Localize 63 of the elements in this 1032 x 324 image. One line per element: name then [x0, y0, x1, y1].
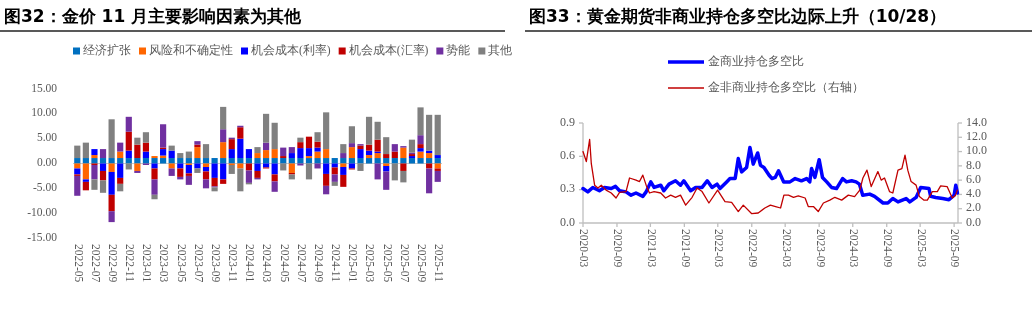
y-tick-label: 0.0 — [560, 214, 575, 229]
x-tick-label: 2023-03 — [158, 244, 171, 283]
y2-tick-label: 8.0 — [966, 157, 981, 172]
chart-title: 图33：黄金期货非商业持仓多空比边际上升（10/28） — [529, 6, 947, 26]
y-tick-label: 0.3 — [560, 181, 575, 196]
x-tick-label: 2024-11 — [330, 244, 343, 283]
y2-tick-label: 10.0 — [966, 143, 987, 158]
legend-label: 风险和不确定性 — [149, 42, 233, 56]
y-tick-label: 15.00 — [31, 81, 58, 94]
x-tick-label: 2022-11 — [124, 244, 137, 283]
y-tick-label: 10.00 — [31, 106, 58, 119]
x-tick-label: 2023-11 — [227, 244, 240, 283]
x-tick-label: 2022-09 — [747, 229, 760, 268]
x-tick-label: 2024-09 — [312, 244, 325, 283]
y-tick-label: 5.00 — [36, 131, 58, 144]
y-tick-label: -5.00 — [33, 180, 58, 193]
legend-label: 势能 — [446, 43, 471, 56]
legend-label: 机会成本(利率) — [251, 42, 331, 57]
y-tick-label: 0.9 — [560, 114, 575, 129]
x-tick-label: 2022-07 — [89, 244, 102, 283]
x-tick-label: 2025-11 — [433, 244, 446, 283]
x-tick-label: 2023-09 — [209, 244, 222, 283]
legend-label: 金非商业持仓多空比（右轴） — [708, 79, 864, 94]
x-tick-label: 2024-03 — [261, 244, 274, 283]
x-tick-label: 2023-05 — [175, 244, 188, 283]
y-tick-label: -15.00 — [27, 230, 58, 243]
x-tick-label: 2022-09 — [106, 244, 119, 283]
x-tick-label: 2025-07 — [398, 244, 411, 283]
x-tick-label: 2024-07 — [295, 244, 308, 283]
y2-tick-label: 2.0 — [966, 200, 981, 215]
y-tick-label: -10.00 — [27, 205, 58, 218]
y2-tick-label: 12.0 — [966, 129, 987, 144]
x-tick-label: 2024-01 — [244, 244, 257, 283]
legend-label: 经济扩张 — [83, 42, 131, 56]
x-tick-label: 2020-03 — [578, 229, 591, 268]
legend-label: 金商业持仓多空比 — [708, 53, 804, 68]
x-tick-label: 2025-03 — [364, 244, 377, 283]
x-tick-label: 2022-05 — [72, 244, 85, 283]
x-tick-label: 2020-09 — [612, 229, 625, 268]
y-tick-label: 0.00 — [36, 156, 58, 169]
chart-title: 图32：金价 11 月主要影响因素为其他 — [4, 6, 303, 26]
x-tick-label: 2025-03 — [915, 229, 928, 268]
x-tick-label: 2025-01 — [347, 244, 360, 283]
x-tick-label: 2025-05 — [381, 244, 394, 283]
y2-tick-label: 0.0 — [966, 214, 981, 229]
x-tick-label: 2021-09 — [679, 229, 692, 268]
y2-tick-label: 4.0 — [966, 186, 981, 201]
x-tick-label: 2023-01 — [141, 244, 154, 283]
x-tick-label: 2022-03 — [713, 229, 726, 268]
x-tick-label: 2024-03 — [848, 229, 861, 268]
x-tick-label: 2023-07 — [192, 244, 205, 283]
x-tick-label: 2023-03 — [780, 229, 793, 268]
x-tick-label: 2024-09 — [882, 229, 895, 268]
x-tick-label: 2025-09 — [949, 229, 962, 268]
legend-label: 其他 — [488, 43, 513, 56]
legend-label: 机会成本(汇率) — [348, 42, 429, 57]
y2-tick-label: 6.0 — [966, 171, 981, 186]
x-tick-label: 2021-03 — [645, 229, 658, 268]
y2-tick-label: 14.0 — [966, 114, 987, 129]
x-tick-label: 2024-05 — [278, 244, 291, 283]
y-tick-label: 0.6 — [560, 148, 575, 163]
x-tick-label: 2025-09 — [415, 244, 428, 283]
x-tick-label: 2023-09 — [814, 229, 827, 268]
